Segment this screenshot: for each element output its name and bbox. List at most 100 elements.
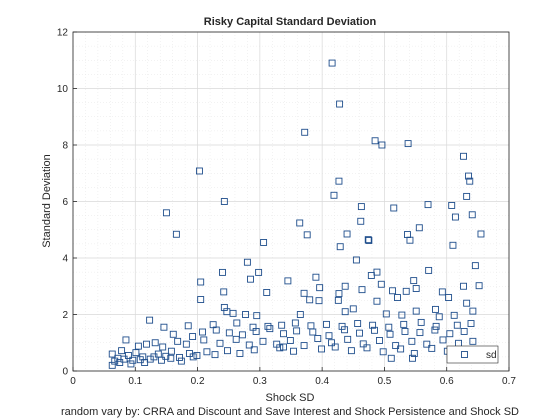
data-point [162, 209, 170, 217]
data-point [146, 316, 154, 324]
data-point [477, 230, 485, 238]
data-point [122, 336, 130, 344]
data-point [398, 311, 406, 319]
data-point [247, 275, 254, 283]
data-point [177, 357, 185, 365]
data-point [243, 258, 251, 266]
data-point [431, 326, 439, 334]
y-tick-label: 4 [62, 254, 68, 265]
legend-box [446, 345, 499, 364]
data-point [314, 335, 322, 342]
data-point [134, 342, 142, 350]
data-point [167, 347, 175, 355]
data-point [471, 262, 479, 270]
data-point [189, 333, 197, 340]
data-point [129, 356, 137, 364]
data-point [300, 289, 308, 297]
data-point [448, 202, 456, 209]
data-point [264, 322, 272, 330]
data-point [378, 141, 386, 149]
data-point [219, 268, 226, 276]
data-point [169, 330, 177, 338]
data-point [293, 327, 301, 335]
data-point [108, 361, 116, 369]
data-point [410, 350, 418, 357]
data-point [306, 296, 314, 304]
data-point [463, 299, 471, 307]
data-point [449, 241, 457, 249]
data-point [224, 347, 231, 355]
data-point [216, 339, 224, 347]
chart-caption: random vary by: CRRA and Discount and Sa… [61, 406, 519, 418]
data-point [184, 322, 192, 330]
data-point [316, 284, 324, 292]
data-point [371, 326, 378, 334]
data-point [167, 354, 175, 362]
data-point [132, 349, 140, 357]
data-point [312, 273, 320, 281]
data-point [220, 198, 228, 205]
data-point [150, 353, 158, 361]
data-point [212, 326, 220, 334]
data-point [309, 328, 317, 336]
data-point [356, 329, 363, 337]
data-point [347, 347, 355, 355]
data-point [160, 323, 168, 331]
data-point [412, 307, 420, 315]
data-point [328, 59, 336, 67]
data-point [367, 272, 375, 279]
data-point [197, 296, 205, 303]
data-point [296, 219, 304, 227]
data-point [410, 277, 418, 285]
data-point [336, 100, 344, 108]
data-point [336, 243, 344, 251]
x-tick-label: 0.1 [128, 376, 142, 387]
data-point [245, 341, 253, 349]
data-point [159, 343, 167, 351]
data-point [349, 305, 357, 313]
data-point [120, 355, 128, 363]
data-point [425, 266, 433, 274]
chart-title: Risky Capital Standard Deviation [204, 16, 377, 28]
data-point [390, 204, 398, 212]
data-point [172, 230, 180, 238]
data-point [373, 297, 381, 305]
y-axis-label: Standard Deviation [41, 154, 53, 248]
data-point [189, 353, 197, 361]
data-point [412, 285, 420, 292]
data-point [301, 128, 309, 136]
data-point [290, 347, 297, 355]
x-tick-label: 0 [70, 376, 76, 387]
data-point [284, 277, 292, 285]
x-tick-label: 0.6 [440, 376, 454, 387]
data-point [124, 352, 132, 359]
data-point [143, 340, 150, 348]
data-point [446, 330, 454, 338]
data-point [358, 286, 366, 294]
data-point [379, 348, 387, 356]
data-point [291, 319, 299, 327]
data-point [238, 331, 246, 339]
data-point [352, 256, 360, 264]
legend-entry-sd: sd [486, 350, 497, 361]
major-grid [72, 31, 510, 372]
data-point [465, 172, 472, 180]
data-point [193, 352, 201, 359]
data-point [406, 236, 414, 244]
data-point [439, 336, 447, 344]
x-tick-label: 0.4 [315, 376, 329, 387]
data-point [141, 359, 149, 366]
data-point [300, 342, 308, 350]
data-point [415, 224, 423, 232]
data-point [151, 339, 159, 347]
data-point [229, 309, 237, 317]
data-point [118, 347, 126, 355]
x-tick-label: 0.2 [191, 376, 205, 387]
data-point [252, 328, 260, 335]
data-point [469, 307, 477, 315]
data-point [385, 323, 393, 331]
data-point [364, 236, 372, 244]
data-point [296, 311, 304, 318]
data-point [401, 328, 409, 335]
data-point [266, 325, 274, 333]
